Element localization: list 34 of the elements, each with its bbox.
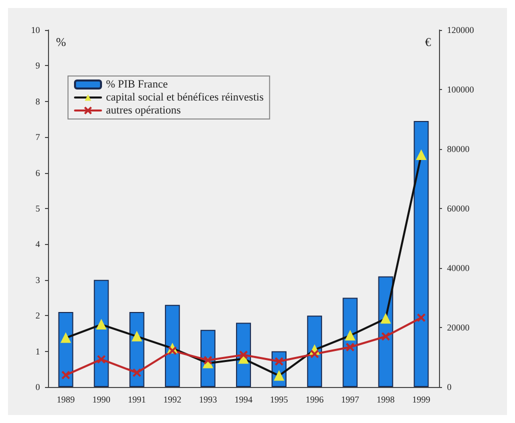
- x-tick-label: 1992: [163, 394, 182, 404]
- x-tick-label: 1997: [341, 394, 360, 404]
- y-tick-label: 0: [36, 382, 40, 392]
- y2-tick-label: 60000: [447, 204, 470, 214]
- y2-axis-title: €: [425, 35, 431, 49]
- x-tick-label: 1998: [376, 394, 396, 404]
- y2-tick-label: 100000: [447, 84, 474, 94]
- y-tick-label: 3: [36, 274, 40, 285]
- y-tick-label: 2: [36, 310, 40, 321]
- x-tick-label: 1993: [198, 394, 218, 404]
- y-axis-title: %: [56, 35, 66, 49]
- y-tick-label: 9: [36, 60, 40, 71]
- y-tick-label: 4: [36, 239, 40, 250]
- x-tick-label: 1990: [92, 394, 111, 404]
- x-tick-label: 1994: [234, 394, 253, 404]
- y2-tick-label: 120000: [447, 25, 474, 35]
- legend-label: % PIB France: [106, 78, 168, 90]
- y2-tick-label: 40000: [447, 263, 470, 273]
- y-tick-label: 7: [36, 132, 40, 142]
- x-tick-label: 1999: [412, 394, 431, 404]
- y-tick-label: 10: [31, 25, 40, 35]
- x-tick-label: 1995: [270, 394, 289, 404]
- y2-tick-label: 0: [447, 382, 452, 392]
- legend-label: autres opérations: [106, 104, 181, 116]
- y2-tick-label: 80000: [447, 144, 470, 154]
- x-tick-label: 1991: [128, 394, 146, 404]
- y-tick-label: 5: [36, 204, 40, 214]
- x-tick-label: 1989: [56, 394, 76, 404]
- x-tick-label: 1996: [306, 394, 324, 404]
- legend-label: capital social et bénéfices réinvestis: [106, 92, 264, 104]
- y-tick-label: 8: [36, 96, 40, 106]
- y2-tick-label: 20000: [447, 322, 470, 332]
- y-tick-label: 1: [36, 346, 40, 356]
- y-tick-label: 6: [36, 168, 40, 178]
